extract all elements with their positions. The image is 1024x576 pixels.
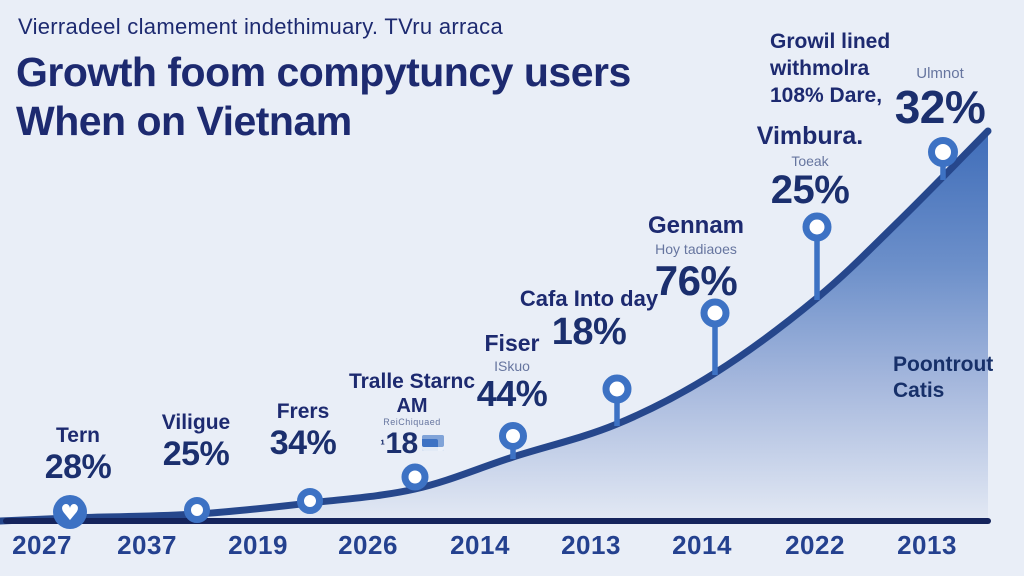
growth-area-fill [0, 131, 988, 521]
chart-layers: ♥ [0, 127, 992, 529]
tiny-logo-icon [421, 435, 444, 452]
point-value: 34% [218, 423, 388, 462]
point-sublabel: Hoy tadiaoes [655, 241, 737, 258]
point-value: 44% [427, 372, 597, 414]
data-point-label-block: Vimbura. Toeak 25% [725, 122, 895, 212]
year-label: 2014 [450, 530, 510, 560]
data-point-label-block: Gennam Hoy tadiaoes 76% [611, 212, 781, 303]
data-point-label-block: Tralle Starnc AM ReiChiquaed ¹18 [327, 370, 497, 461]
data-point-marker [700, 298, 730, 328]
year-label: 2037 [117, 530, 177, 560]
value-number: 18 [385, 427, 418, 461]
point-label: Tern [56, 424, 100, 447]
value-number: 25% [770, 168, 850, 213]
data-point-label-block: Cafa Into day 18% [504, 286, 674, 353]
growth-note: Growil lined withmolra 108% Dare, [770, 28, 985, 109]
area-annotation-line-2: Catis [893, 379, 945, 402]
point-value: 28% [0, 447, 163, 486]
data-point-label-block: Viligue 25% [111, 411, 281, 472]
value-number: 25% [162, 434, 230, 473]
data-point-label-block: Tern 28% [0, 424, 163, 485]
year-label: 2019 [228, 530, 288, 560]
point-label: Vimbura. [756, 122, 864, 150]
point-label: Cafa Into day [519, 286, 659, 311]
note-line-2: 108% Dare, [770, 84, 883, 107]
point-label: Tralle Starnc [348, 370, 476, 393]
year-label: 2027 [12, 530, 72, 560]
point-sublabel: Toeak [791, 152, 829, 169]
note-line-1: Growil lined withmolra [770, 30, 891, 80]
point-value: ¹18 [327, 428, 497, 460]
point-label: Frers [276, 400, 330, 423]
data-point-marker [602, 374, 632, 404]
value-number: 34% [269, 423, 337, 462]
page-title: Growth foom compytuncy users When on Vie… [16, 48, 716, 146]
data-point-marker [297, 488, 323, 514]
data-point-marker [499, 422, 527, 450]
value-number: 18% [551, 310, 627, 353]
point-value: 32% [855, 81, 1024, 133]
year-label: 2013 [561, 530, 621, 560]
value-prefix: ¹ [380, 437, 385, 453]
data-point-marker [928, 137, 958, 167]
year-label: 2013 [897, 530, 957, 560]
point-value: 76% [611, 258, 781, 303]
value-number: 44% [476, 372, 548, 414]
data-point-marker [401, 463, 429, 491]
point-label: Gennam [647, 212, 745, 239]
year-label: 2026 [338, 530, 398, 560]
data-point-marker [802, 212, 832, 242]
kicker-text: Vierradeel clamement indethimuary. TVru … [18, 14, 503, 39]
title-line-2: When on Vietnam [16, 98, 352, 144]
heart-icon: ♥ [60, 501, 80, 526]
point-label: Fiser [484, 330, 540, 356]
heart-marker [53, 495, 87, 529]
point-label-2: AM [396, 394, 428, 417]
title-line-1: Growth foom compytuncy users [16, 49, 631, 95]
year-label: 2022 [785, 530, 845, 560]
area-annotation: Poontrout Catis [893, 352, 993, 404]
value-number: 32% [894, 81, 986, 133]
data-point-label-block: Fiser ISkuo 44% [427, 330, 597, 414]
value-number: 76% [654, 257, 738, 305]
point-label: Viligue [161, 411, 231, 434]
area-annotation-line-1: Poontrout [893, 353, 994, 376]
point-value: 25% [725, 169, 895, 212]
year-label: 2014 [672, 530, 732, 560]
point-subnote: ReiChiquaed [383, 417, 441, 428]
value-number: 28% [44, 447, 112, 486]
point-value: 18% [504, 310, 674, 353]
growth-curve-line [0, 127, 992, 525]
data-point-label-block: Frers 34% [218, 400, 388, 461]
data-point-label-block: Ulmnot 32% [855, 64, 1024, 133]
point-sublabel: Ulmnot [916, 65, 964, 82]
point-sublabel: ISkuo [494, 358, 530, 375]
data-point-marker [184, 497, 210, 523]
point-value: 25% [111, 434, 281, 473]
